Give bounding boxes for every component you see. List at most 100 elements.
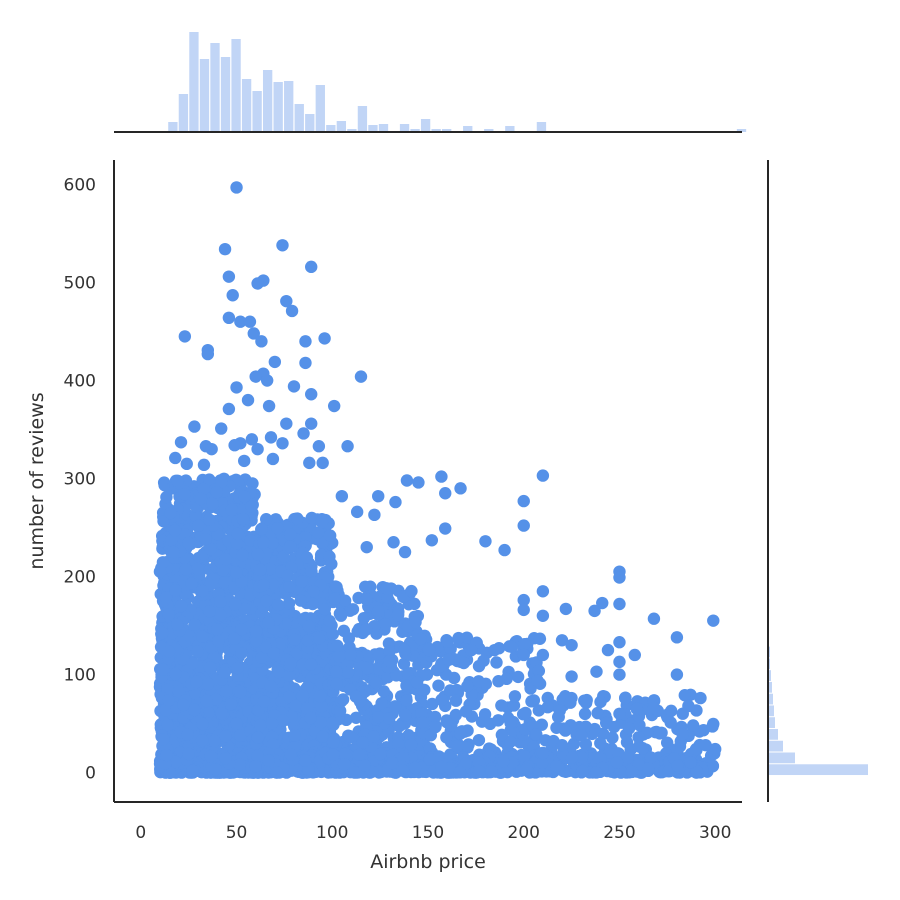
scatter-point bbox=[517, 603, 530, 617]
scatter-point bbox=[218, 575, 232, 589]
scatter-point bbox=[208, 734, 221, 748]
scatter-points bbox=[153, 181, 722, 779]
scatter-point bbox=[478, 708, 492, 721]
scatter-point bbox=[220, 684, 233, 698]
scatter-point bbox=[161, 718, 175, 732]
scatter-point bbox=[254, 718, 267, 732]
scatter-point bbox=[405, 584, 418, 598]
x-hist-bar bbox=[399, 124, 410, 132]
scatter-point bbox=[341, 666, 355, 679]
scatter-point bbox=[338, 594, 352, 607]
x-tick-label: 100 bbox=[316, 823, 348, 843]
scatter-point bbox=[517, 593, 530, 607]
scatter-point bbox=[535, 756, 549, 770]
scatter-point bbox=[383, 645, 396, 658]
scatter-point bbox=[449, 708, 462, 722]
scatter-point bbox=[326, 748, 340, 761]
scatter-point bbox=[425, 534, 439, 547]
scatter-point bbox=[555, 634, 569, 647]
scatter-point bbox=[299, 356, 312, 370]
x-hist-bar bbox=[241, 79, 252, 132]
scatter-point bbox=[485, 765, 498, 778]
scatter-point bbox=[453, 766, 467, 779]
scatter-point bbox=[271, 598, 285, 612]
scatter-point bbox=[288, 729, 301, 742]
scatter-point bbox=[189, 509, 202, 523]
scatter-point bbox=[280, 417, 293, 430]
scatter-point bbox=[250, 634, 263, 648]
scatter-point bbox=[192, 519, 205, 532]
x-hist-bar bbox=[410, 129, 420, 132]
scatter-point bbox=[222, 402, 236, 416]
scatter-point bbox=[552, 710, 565, 724]
scatter-point bbox=[249, 760, 262, 773]
scatter-point bbox=[520, 762, 534, 776]
scatter-point bbox=[527, 694, 541, 707]
scatter-point bbox=[330, 665, 343, 678]
x-hist-bar bbox=[536, 122, 547, 132]
scatter-point bbox=[472, 733, 486, 747]
scatter-point bbox=[260, 594, 273, 608]
y-tick-label: 300 bbox=[64, 470, 96, 490]
scatter-point bbox=[284, 657, 297, 670]
scatter-point bbox=[188, 687, 201, 700]
scatter-point bbox=[381, 591, 394, 604]
scatter-point bbox=[284, 540, 297, 553]
scatter-point bbox=[409, 761, 422, 775]
scatter-point bbox=[283, 580, 296, 593]
scatter-point bbox=[201, 677, 215, 691]
scatter-point bbox=[328, 592, 341, 605]
scatter-point bbox=[350, 505, 364, 519]
scatter-point bbox=[519, 706, 532, 720]
scatter-point bbox=[611, 747, 625, 760]
scatter-point bbox=[398, 545, 412, 559]
scatter-point bbox=[511, 670, 525, 684]
scatter-point bbox=[358, 759, 371, 772]
scatter-point bbox=[265, 717, 279, 730]
scatter-point bbox=[400, 474, 414, 487]
scatter-point bbox=[360, 623, 373, 636]
scatter-point bbox=[621, 751, 634, 764]
scatter-point bbox=[337, 624, 351, 638]
scatter-point bbox=[383, 654, 396, 668]
scatter-point bbox=[435, 760, 449, 774]
scatter-point bbox=[257, 695, 271, 708]
scatter-point bbox=[188, 618, 201, 631]
scatter-point bbox=[241, 393, 255, 407]
scatter-point bbox=[706, 720, 719, 733]
scatter-point bbox=[235, 623, 248, 636]
scatter-point bbox=[357, 612, 371, 625]
scatter-point bbox=[212, 634, 225, 648]
scatter-point bbox=[565, 670, 578, 683]
scatter-point bbox=[326, 627, 340, 641]
x-axis-label: Airbnb price bbox=[370, 851, 486, 873]
scatter-point bbox=[374, 747, 387, 761]
scatter-point bbox=[358, 580, 372, 593]
scatter-point bbox=[247, 327, 260, 340]
scatter-point bbox=[171, 474, 184, 488]
scatter-point bbox=[349, 690, 363, 703]
scatter-point bbox=[262, 616, 275, 629]
scatter-point bbox=[236, 503, 249, 517]
scatter-point bbox=[344, 648, 357, 661]
scatter-point bbox=[197, 458, 211, 472]
scatter-point bbox=[354, 370, 368, 383]
y-tick-label: 500 bbox=[64, 274, 96, 294]
x-hist-bar bbox=[252, 91, 262, 132]
scatter-point bbox=[302, 619, 316, 633]
scatter-point bbox=[410, 676, 424, 689]
scatter-point bbox=[343, 730, 356, 743]
scatter-point bbox=[186, 657, 199, 670]
scatter-point bbox=[330, 677, 343, 691]
scatter-point bbox=[238, 695, 251, 709]
scatter-point bbox=[268, 355, 282, 369]
y-hist-bar bbox=[768, 717, 775, 728]
x-hist-bar bbox=[210, 43, 220, 132]
scatter-point bbox=[435, 470, 448, 483]
x-hist-bar bbox=[736, 129, 747, 132]
scatter-point bbox=[676, 728, 689, 741]
scatter-point bbox=[323, 529, 337, 542]
scatter-point bbox=[233, 758, 246, 771]
scatter-point bbox=[281, 569, 295, 582]
y-tick-label: 400 bbox=[64, 372, 96, 392]
